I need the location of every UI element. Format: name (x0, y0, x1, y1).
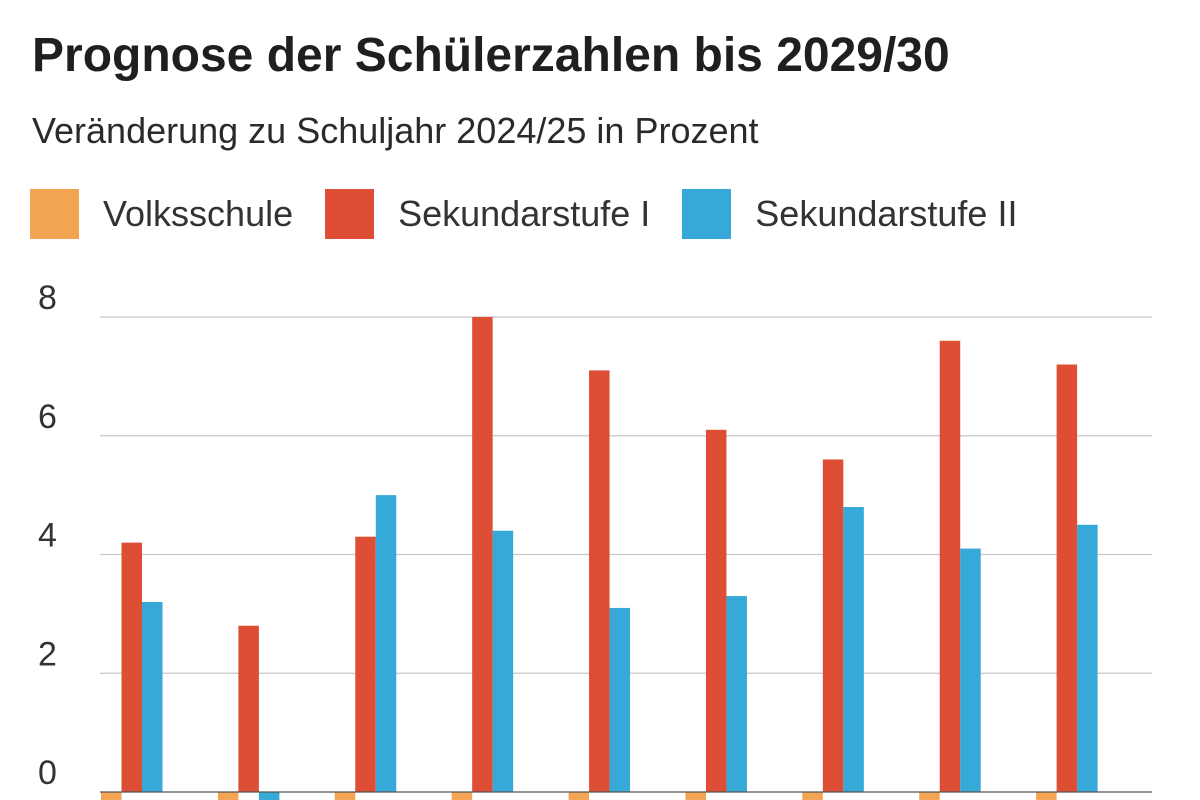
bar-sekundarstufe-ii-3 (375, 495, 397, 792)
bar-sekundarstufe-ii-4 (492, 530, 514, 792)
y-tick-label-2: 2 (38, 635, 57, 673)
legend-item-volksschule: Volksschule (30, 189, 293, 239)
bar-sekundarstufe-i-9 (1056, 364, 1078, 792)
chart-subtitle: Veränderung zu Schuljahr 2024/25 in Proz… (32, 110, 759, 151)
bar-sekundarstufe-ii-6 (726, 596, 747, 792)
y-tick-label-6: 6 (38, 398, 57, 436)
bar-sekundarstufe-i-8 (939, 340, 961, 792)
bar-sekundarstufe-ii-2 (258, 792, 280, 800)
bar-volksschule-6 (685, 792, 706, 800)
chart-legend: Volksschule Sekundarstufe I Sekundarstuf… (30, 188, 1049, 240)
legend-label-volksschule: Volksschule (103, 193, 294, 234)
bar-volksschule-1 (101, 792, 122, 800)
bar-volksschule-4 (451, 792, 473, 800)
legend-swatch-sekundarstufe-1 (325, 189, 375, 239)
bar-sekundarstufe-ii-8 (960, 548, 981, 792)
bar-volksschule-7 (802, 792, 823, 800)
bar-volksschule-9 (1036, 792, 1057, 800)
y-tick-label-0: 0 (38, 754, 57, 792)
legend-label-sekundarstufe-1: Sekundarstufe I (398, 193, 651, 234)
bar-sekundarstufe-ii-5 (609, 607, 631, 792)
legend-item-sekundarstufe-1: Sekundarstufe I (325, 189, 650, 239)
y-tick-label-8: 8 (38, 279, 57, 317)
bar-sekundarstufe-i-6 (705, 429, 727, 792)
bar-sekundarstufe-i-7 (822, 459, 844, 792)
bar-sekundarstufe-i-4 (472, 317, 493, 792)
bar-volksschule-5 (568, 792, 590, 800)
y-tick-label-4: 4 (38, 517, 57, 555)
bar-volksschule-3 (334, 792, 356, 800)
chart-title: Prognose der Schülerzahlen bis 2029/30 (32, 29, 950, 82)
bar-volksschule-2 (217, 792, 239, 800)
bar-volksschule-8 (919, 792, 940, 800)
legend-swatch-sekundarstufe-2 (682, 189, 732, 239)
legend-label-sekundarstufe-2: Sekundarstufe II (755, 193, 1018, 234)
legend-item-sekundarstufe-2: Sekundarstufe II (682, 189, 1017, 239)
legend-swatch-volksschule (30, 189, 79, 239)
bar-sekundarstufe-i-5 (589, 370, 610, 792)
bar-sekundarstufe-i-1 (121, 542, 142, 792)
bar-sekundarstufe-ii-7 (843, 507, 864, 792)
bar-sekundarstufe-i-3 (355, 536, 376, 792)
bar-sekundarstufe-ii-1 (142, 602, 163, 792)
bar-sekundarstufe-ii-9 (1077, 524, 1098, 792)
bar-sekundarstufe-i-2 (238, 625, 259, 792)
